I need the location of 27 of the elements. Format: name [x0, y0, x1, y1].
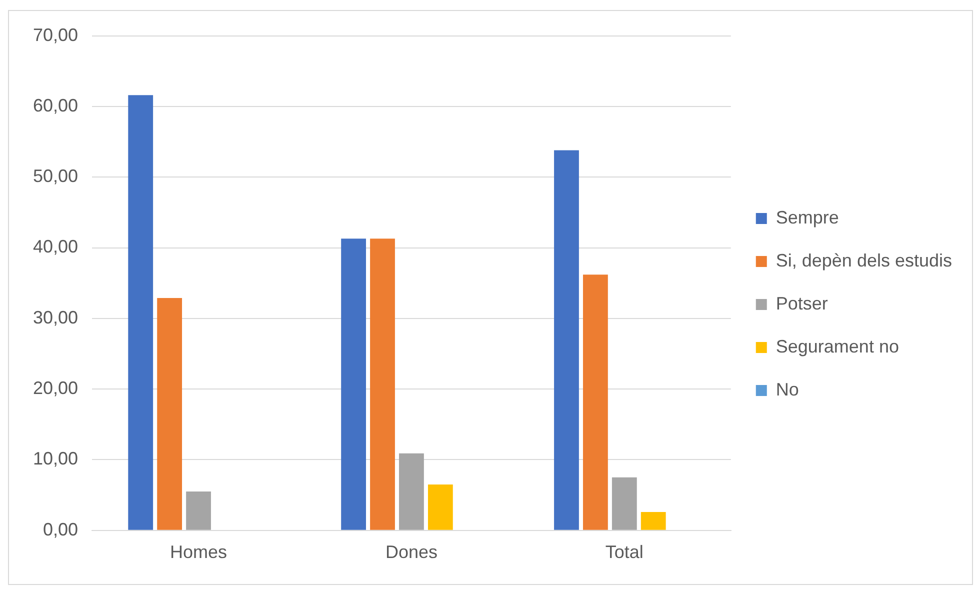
- bar: [341, 238, 366, 530]
- y-tick-label: 60,00: [32, 95, 78, 116]
- legend-label: Si, depèn dels estudis: [776, 250, 952, 270]
- bar: [554, 150, 579, 530]
- y-tick-label: 0,00: [42, 519, 78, 540]
- x-tick-label: Homes: [170, 542, 228, 562]
- bar: [399, 453, 424, 530]
- bar: [157, 298, 182, 530]
- legend-label: Potser: [776, 293, 828, 314]
- bar: [128, 95, 154, 530]
- legend-label: No: [776, 379, 799, 400]
- y-tick-label: 10,00: [32, 448, 78, 469]
- bar: [582, 274, 608, 530]
- x-tick-label: Dones: [385, 542, 438, 562]
- y-tick-label: 40,00: [32, 236, 78, 257]
- y-tick-label: 70,00: [32, 24, 78, 45]
- legend-label: Sempre: [776, 207, 839, 228]
- x-tick-label: Total: [605, 542, 644, 562]
- legend-label: Segurament no: [776, 336, 899, 356]
- bar: [640, 512, 666, 530]
- bar: [370, 238, 395, 530]
- bar: [186, 492, 211, 530]
- bar: [428, 484, 453, 530]
- bar: [612, 477, 637, 530]
- y-tick-label: 30,00: [32, 307, 78, 328]
- y-tick-label: 20,00: [32, 378, 78, 398]
- y-tick-label: 50,00: [32, 166, 78, 186]
